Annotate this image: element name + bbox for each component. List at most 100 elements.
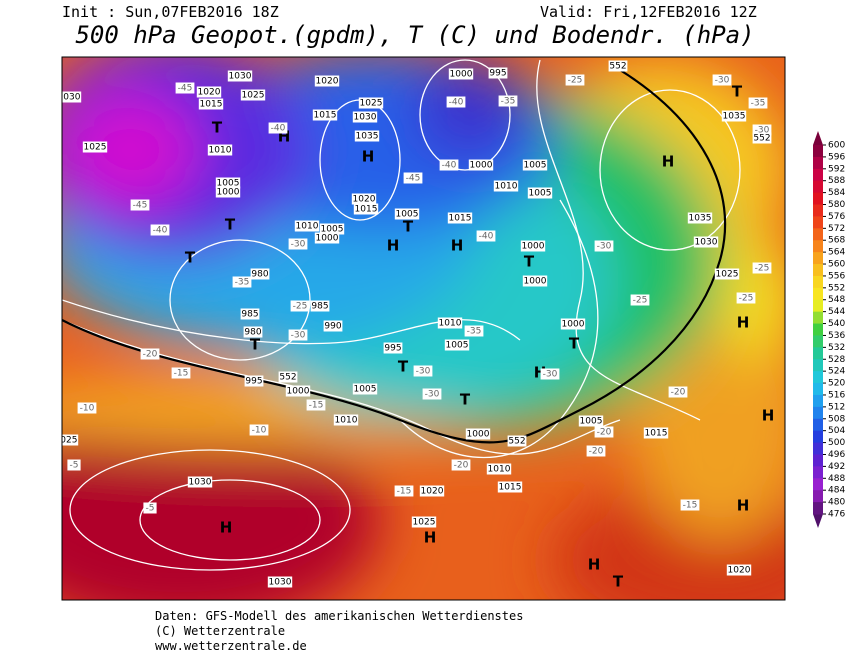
label-box [527, 187, 553, 199]
valid-time: Valid: Fri,12FEB2016 12Z [540, 3, 757, 21]
pressure-center: T [212, 119, 223, 137]
isobar-label: 1030 [354, 113, 377, 123]
colorbar-segment [813, 383, 823, 396]
temperature-label: -25 [755, 264, 770, 274]
colorbar-segment [813, 275, 823, 289]
isobar-label: 1020 [728, 566, 751, 576]
label-box [278, 371, 298, 383]
colorbar-tick-label: 584 [828, 188, 845, 198]
isobar-label: 1000 [524, 277, 547, 287]
colorbar-segment [813, 252, 823, 265]
label-box [240, 308, 260, 320]
footer-copyright: (C) Wetterzentrale [155, 624, 285, 638]
isobar-label: 1020 [421, 487, 444, 497]
label-box [752, 132, 772, 144]
isobar-label: 1005 [580, 417, 603, 427]
temperature-label: -35 [467, 327, 482, 337]
label-box [403, 172, 423, 184]
label-box [522, 159, 548, 171]
colorbar-tick-label: 544 [828, 307, 845, 317]
isobar-label: 1010 [439, 319, 462, 329]
colorbar-segment [813, 466, 823, 479]
pressure-center: T [569, 335, 580, 353]
label-box [323, 320, 343, 332]
isobar-label: 552 [609, 62, 626, 72]
label-box [268, 122, 288, 134]
label-box [215, 177, 241, 189]
colorbar-segment [813, 418, 823, 432]
temperature-label: -20 [597, 428, 612, 438]
colorbar-segment [813, 371, 823, 384]
temperature-label: -15 [683, 501, 698, 511]
isobar-label: 980 [244, 328, 261, 338]
label-box [643, 427, 669, 439]
label-box [630, 294, 650, 306]
colorbar-tick-label: 488 [828, 474, 845, 484]
isobar-label: 1030 [695, 238, 718, 248]
isobar-label: 1000 [450, 70, 473, 80]
isobar-label: 1000 [316, 234, 339, 244]
label-box [565, 74, 585, 86]
colorbar-tick-label: 512 [828, 402, 845, 412]
pressure-center: H [220, 519, 233, 537]
temperature-label: -25 [633, 296, 648, 306]
isobar-label: 1005 [217, 179, 240, 189]
label-box [594, 426, 614, 438]
label-box [207, 144, 233, 156]
label-box [143, 502, 157, 514]
label-box [465, 428, 491, 440]
label-box [419, 485, 445, 497]
temperature-label: -35 [501, 97, 516, 107]
isobar-label: 1010 [209, 146, 232, 156]
label-box [447, 212, 473, 224]
isobar-label: 1015 [355, 205, 378, 215]
pressure-center: H [737, 314, 750, 332]
colorbar-tick-label: 564 [828, 248, 845, 258]
colorbar-segment [813, 192, 823, 206]
isobar-label: 1005 [354, 385, 377, 395]
isobar-label: 995 [489, 69, 506, 79]
label-box [288, 238, 308, 250]
colorbar-tick-label: 596 [828, 152, 845, 162]
isobar-label: 1025 [716, 270, 739, 280]
colorbar-segment [813, 359, 823, 372]
label-box [594, 240, 614, 252]
map-title: 500 hPa Geopot.(gpdm), T (C) und Bodendr… [75, 21, 754, 49]
colorbar-segment [813, 394, 823, 408]
isobar-label: 1005 [321, 225, 344, 235]
isobar-label: 1015 [645, 429, 668, 439]
colorbar-segment [813, 478, 823, 491]
colorbar-arrow-bottom [813, 514, 823, 528]
pressure-center: T [524, 253, 535, 271]
label-box [353, 203, 379, 215]
temperature-label: -5 [70, 461, 79, 471]
isobar-label: 1015 [449, 214, 472, 224]
isobar-label: 1030 [58, 93, 81, 103]
temperature-label: -30 [291, 240, 306, 250]
temperature-label: -25 [293, 302, 308, 312]
label-box [171, 367, 191, 379]
label-box [437, 317, 463, 329]
label-box [314, 232, 340, 244]
temperature-label: -35 [751, 99, 766, 109]
label-box [476, 230, 496, 242]
isobar-label: 995 [245, 377, 262, 387]
label-box [352, 383, 378, 395]
label-box [439, 159, 459, 171]
colorbar-tick-label: 580 [828, 200, 845, 210]
isobar-label: 1005 [396, 210, 419, 220]
colorbar-segment [813, 240, 823, 253]
label-box [411, 516, 437, 528]
isobar-label: 1000 [217, 188, 240, 198]
pressure-center: T [398, 358, 409, 376]
temperature-label: -45 [406, 174, 421, 184]
isobar-label: 1035 [356, 132, 379, 142]
isobar-label: 552 [279, 373, 296, 383]
isobar-label: 1000 [522, 242, 545, 252]
temperature-label: -40 [479, 232, 494, 242]
temperature-label: -25 [568, 76, 583, 86]
temperature-label: -40 [153, 226, 168, 236]
temperature-label: -10 [252, 426, 267, 436]
label-box [319, 223, 345, 235]
